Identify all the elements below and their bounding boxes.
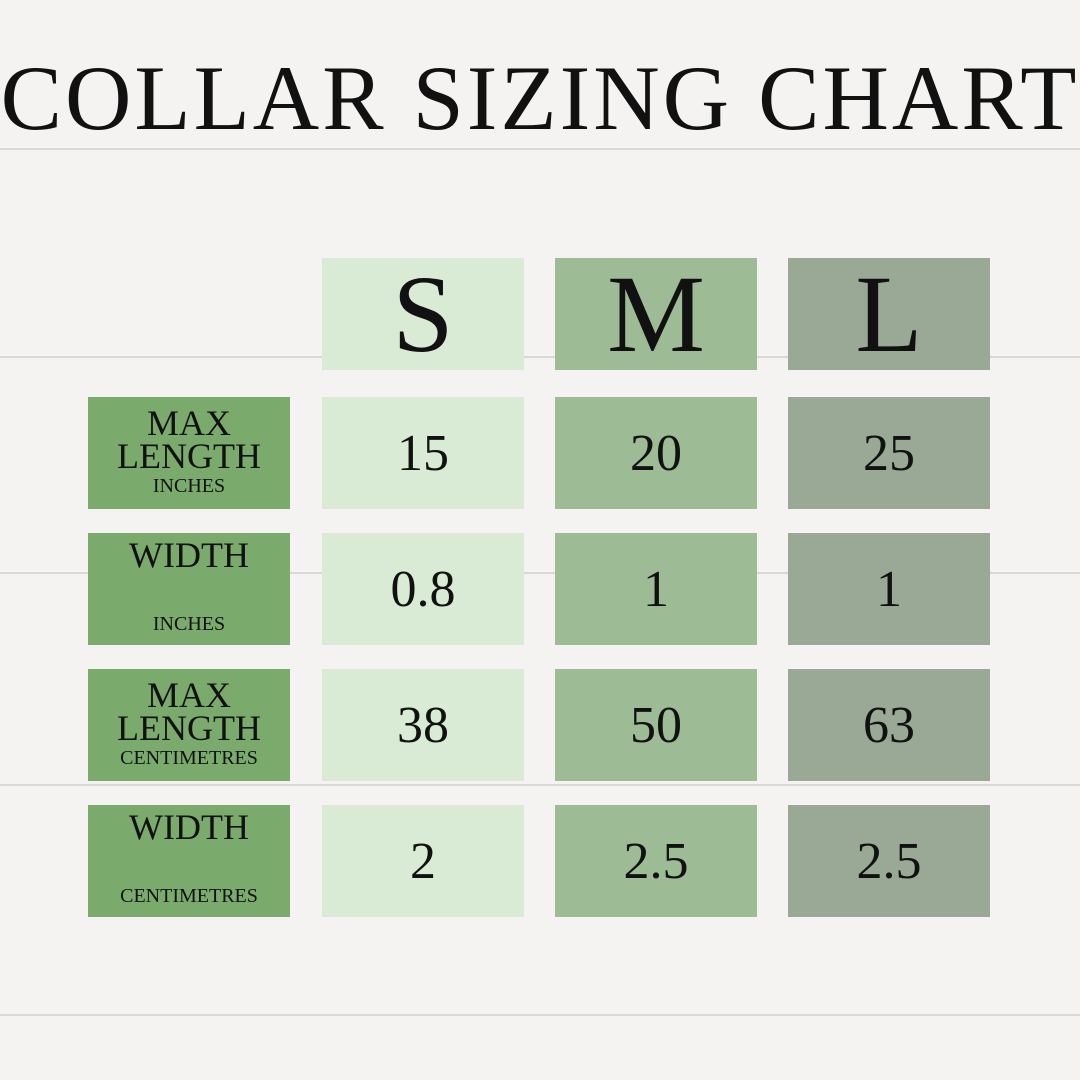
value-cell-s: 38 — [322, 669, 524, 781]
row-label: MAX LENGTH CENTIMETRES — [88, 669, 290, 781]
value-cell-l: 25 — [788, 397, 990, 509]
page-title: COLLAR SIZING CHART — [0, 47, 1080, 149]
value-cell-m: 20 — [555, 397, 757, 509]
row-label-measure: MAX LENGTH — [117, 675, 261, 748]
row-label-measure: WIDTH — [129, 535, 249, 575]
wood-plank-line — [0, 572, 1080, 574]
wood-plank-line — [0, 1014, 1080, 1016]
row-label: WIDTH CENTIMETRES — [88, 805, 290, 917]
value-cell-s: 15 — [322, 397, 524, 509]
row-label-unit: CENTIMETRES — [120, 747, 258, 769]
row-label-measure: MAX LENGTH — [117, 403, 261, 476]
wood-plank-line — [0, 784, 1080, 786]
value-cell-m: 50 — [555, 669, 757, 781]
size-header-s: S — [322, 253, 524, 375]
value-cell-l: 1 — [788, 533, 990, 645]
row-label-measure: WIDTH — [129, 807, 249, 847]
wood-plank-line — [0, 356, 1080, 358]
value-cell-l: 63 — [788, 669, 990, 781]
row-label: WIDTH INCHES — [88, 533, 290, 645]
row-label: MAX LENGTH INCHES — [88, 397, 290, 509]
row-label-unit: CENTIMETRES — [120, 885, 258, 907]
value-cell-l: 2.5 — [788, 805, 990, 917]
size-header-m: M — [555, 253, 757, 375]
row-label-unit: INCHES — [152, 475, 226, 497]
value-cell-m: 2.5 — [555, 805, 757, 917]
row-label-unit: INCHES — [152, 613, 226, 635]
value-cell-s: 2 — [322, 805, 524, 917]
value-cell-s: 0.8 — [322, 533, 524, 645]
value-cell-m: 1 — [555, 533, 757, 645]
size-header-l: L — [788, 253, 990, 375]
wood-plank-line — [0, 148, 1080, 150]
